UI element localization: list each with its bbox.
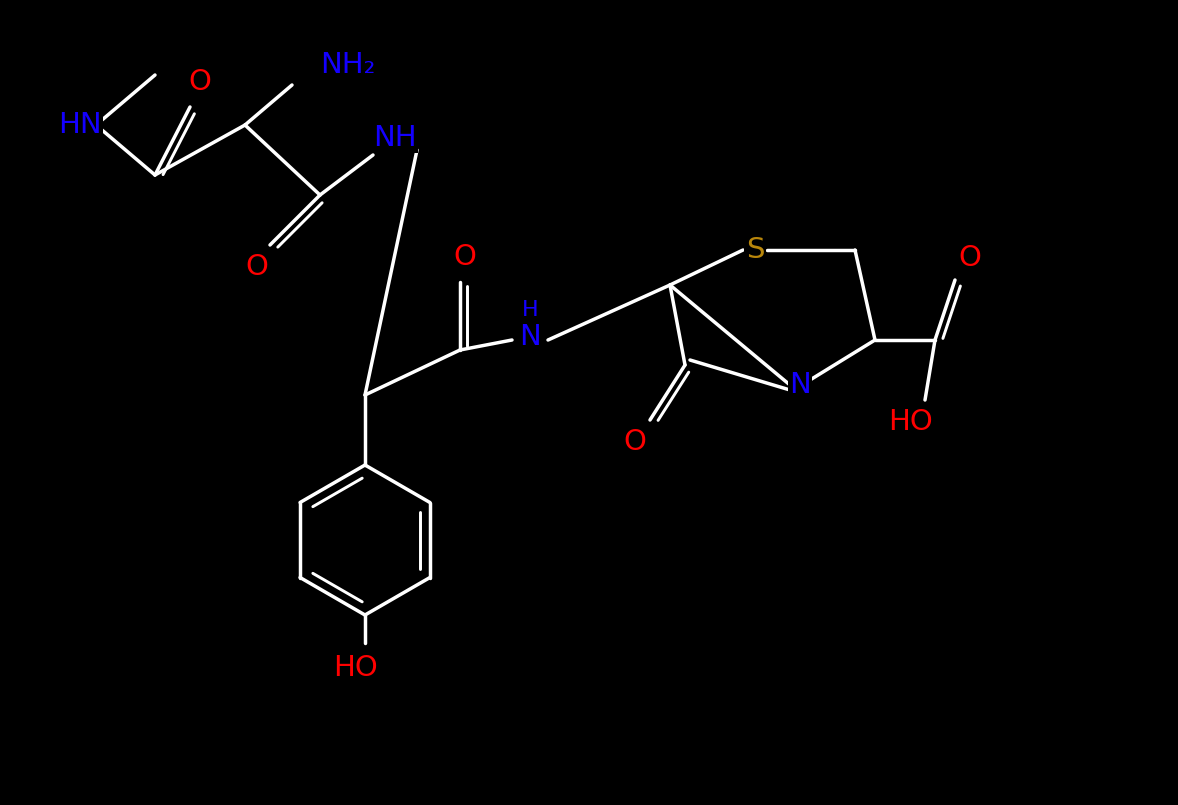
Text: NH₂: NH₂ [320,51,376,79]
Text: HO: HO [888,408,932,436]
Text: O: O [245,253,269,281]
Text: S: S [746,236,765,264]
Text: O: O [188,68,211,96]
Text: O: O [454,243,476,271]
Text: O: O [959,244,981,272]
Text: HN: HN [58,111,101,139]
Text: NH: NH [373,124,417,152]
Text: O: O [623,428,647,456]
Text: N: N [789,371,810,399]
Text: HO: HO [332,654,377,682]
Text: H: H [522,300,538,320]
Text: N: N [519,323,541,351]
